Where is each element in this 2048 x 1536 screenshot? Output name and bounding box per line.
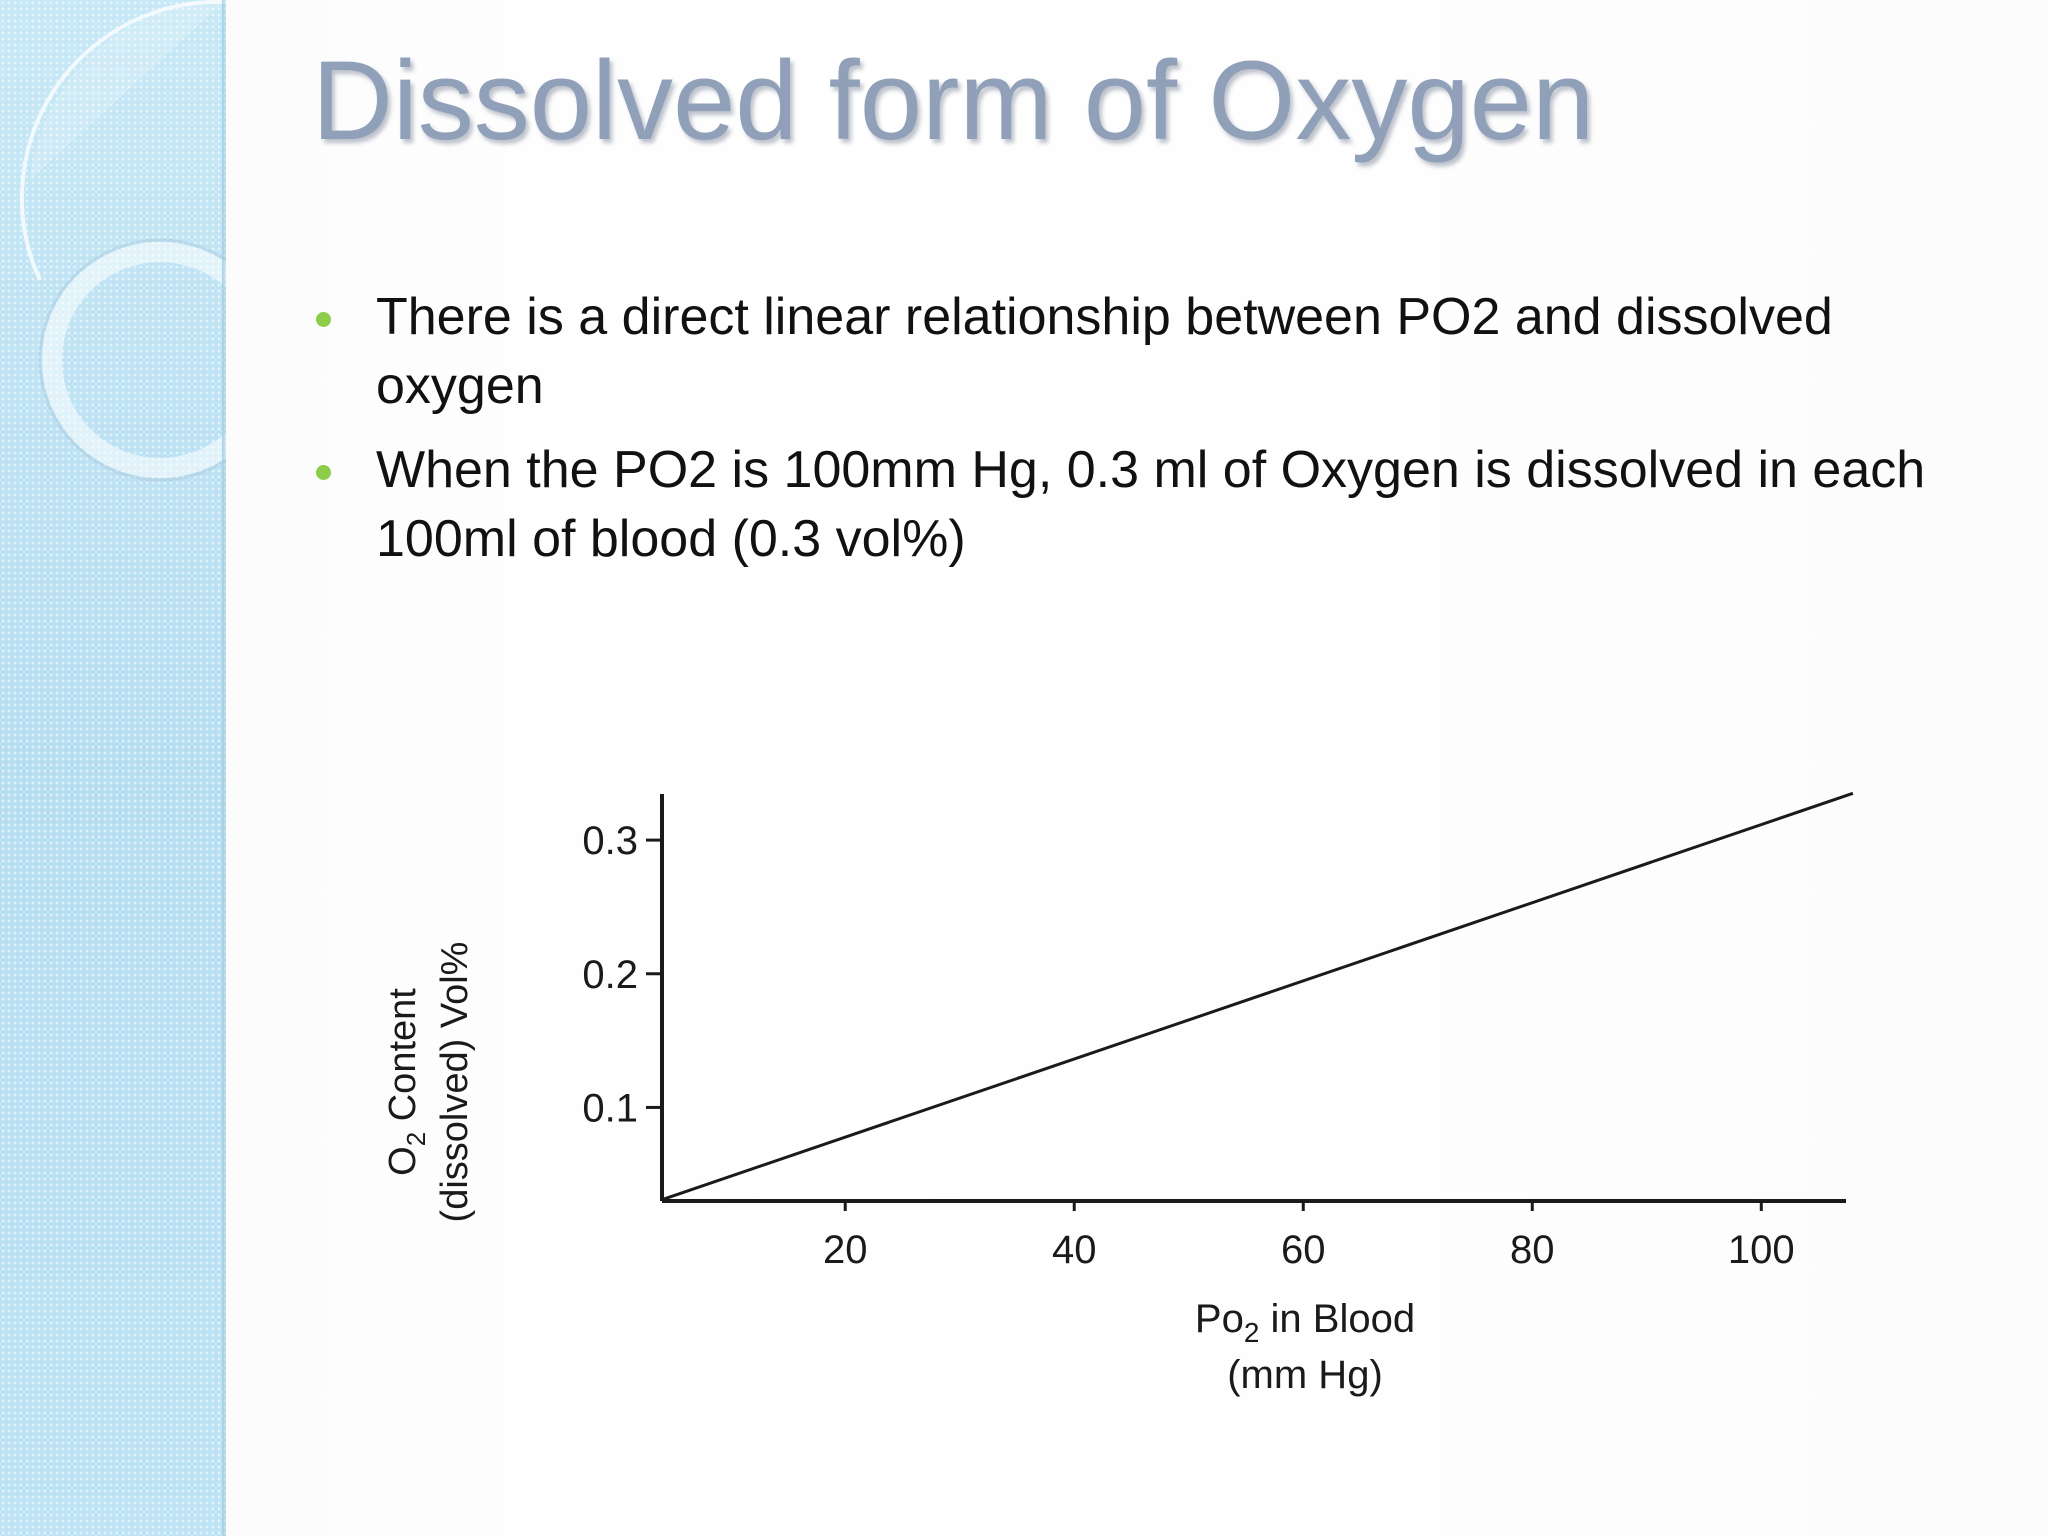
bullet-dot-icon <box>316 465 331 480</box>
side-panel-edge <box>222 0 226 1536</box>
decorative-side-panel <box>0 0 226 1536</box>
y-tick-label: 0.1 <box>582 1086 638 1130</box>
y-axis-label: O2 Content (dissolved) Vol% <box>382 942 476 1223</box>
bullet-text: There is a direct linear relationship be… <box>376 288 1833 415</box>
bullet-list: There is a direct linear relationship be… <box>312 283 1952 589</box>
slide-title: Dissolved form of Oxygen <box>312 38 1595 163</box>
x-axis-label-line2: (mm Hg) <box>1227 1353 1383 1397</box>
x-axis-label-line1: Po2 in Blood <box>1195 1297 1415 1348</box>
x-tick-label: 60 <box>1281 1228 1326 1272</box>
x-axis-label: Po2 in Blood (mm Hg) <box>1195 1297 1415 1397</box>
y-tick-label: 0.3 <box>582 819 638 863</box>
x-tick-label: 100 <box>1728 1228 1795 1272</box>
bullet-item: There is a direct linear relationship be… <box>312 283 1952 421</box>
decorative-rings <box>20 0 226 482</box>
bullet-dot-icon <box>316 312 331 327</box>
bullet-item: When the PO2 is 100mm Hg, 0.3 ml of Oxyg… <box>312 436 1952 574</box>
bullet-text: When the PO2 is 100mm Hg, 0.3 ml of Oxyg… <box>376 441 1926 568</box>
y-axis-label-line2: (dissolved) Vol% <box>434 942 476 1223</box>
x-tick-label: 80 <box>1510 1228 1555 1272</box>
chart-container: O2 Content (dissolved) Vol% Po2 in Blood… <box>360 760 1880 1460</box>
y-tick-label: 0.2 <box>582 953 638 997</box>
x-tick-label: 20 <box>823 1228 868 1272</box>
dissolved-oxygen-chart: O2 Content (dissolved) Vol% Po2 in Blood… <box>382 791 1854 1397</box>
series-line <box>661 791 1854 1202</box>
x-tick-label: 40 <box>1052 1228 1097 1272</box>
y-axis-label-line1: O2 Content <box>382 988 431 1176</box>
